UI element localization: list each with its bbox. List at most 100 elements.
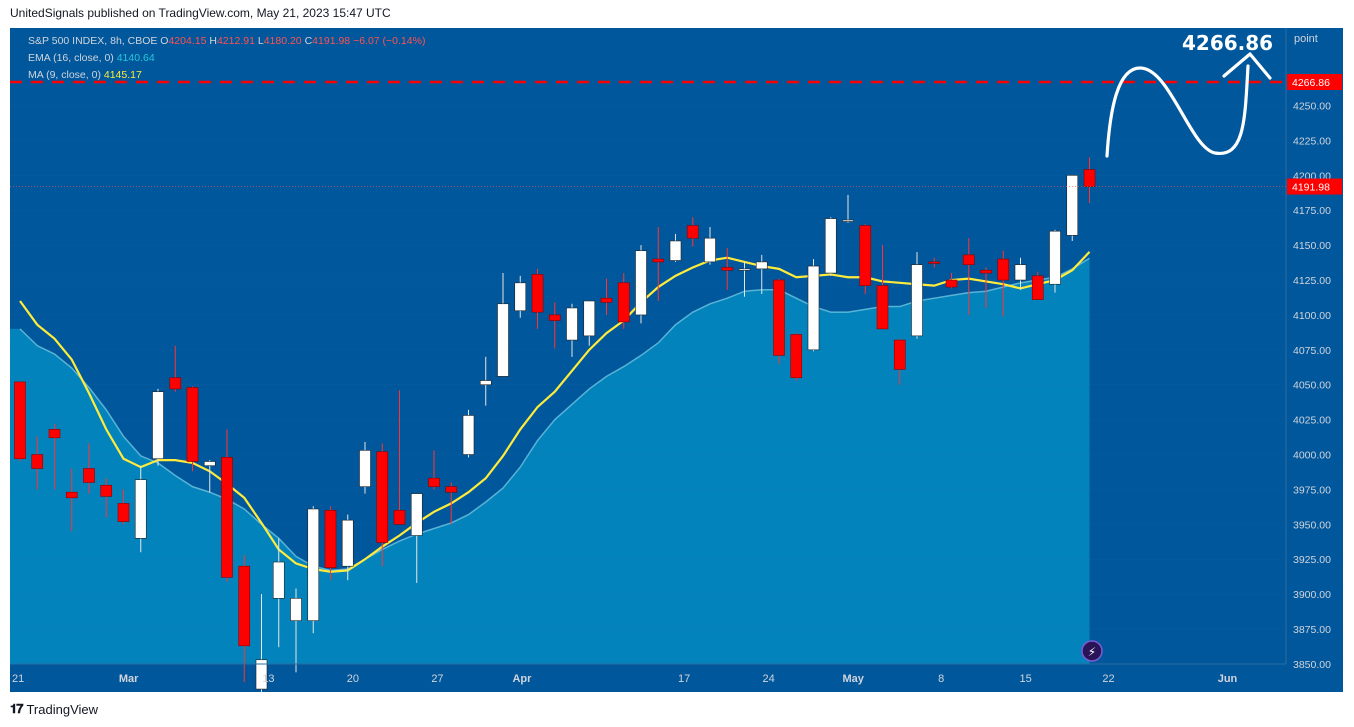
candle[interactable] (272, 538, 285, 648)
time-tick-label: 20 (347, 673, 359, 685)
candle[interactable] (65, 468, 78, 532)
candle[interactable] (531, 268, 544, 329)
candle[interactable] (911, 252, 923, 339)
candle[interactable] (169, 345, 182, 392)
candle[interactable] (790, 333, 803, 381)
time-tick-label: 22 (1102, 673, 1114, 685)
candle[interactable] (652, 226, 665, 301)
candle-body (600, 297, 613, 303)
candle[interactable] (393, 390, 406, 525)
legend-ema[interactable]: EMA (16, close, 0) 4140.64 (28, 52, 155, 64)
candle[interactable] (117, 489, 130, 525)
candle[interactable] (186, 386, 199, 472)
candle-body (410, 493, 423, 536)
legend-ma[interactable]: MA (9, close, 0) 4145.17 (28, 69, 142, 81)
candle[interactable] (859, 224, 872, 294)
chart-frame[interactable]: 4266.86 ⚡ point 3850.00 3875.00 3900.00 3925.… (10, 28, 1343, 692)
candle-body (290, 598, 302, 621)
footer[interactable]: 𝟏𝟕 TradingView (10, 701, 98, 717)
candle[interactable] (1049, 229, 1061, 293)
candle[interactable] (48, 423, 61, 490)
candle[interactable] (548, 302, 561, 349)
time-tick-label: 17 (678, 673, 690, 685)
candle[interactable] (134, 465, 147, 553)
candle[interactable] (824, 217, 837, 276)
legend-ma-label: MA (9, close, 0) (28, 69, 101, 81)
legend-high: 4212.91 (216, 35, 255, 47)
candle[interactable] (997, 250, 1010, 317)
candle[interactable] (462, 409, 475, 458)
candle[interactable] (893, 338, 906, 385)
candle[interactable] (514, 275, 527, 318)
candle[interactable] (31, 436, 44, 490)
candle[interactable] (773, 278, 785, 364)
candle[interactable] (583, 300, 596, 346)
candle-body (497, 303, 509, 377)
projection-curve[interactable] (1105, 64, 1250, 158)
candle[interactable] (479, 356, 492, 406)
last-price-label: 4191.98 (1292, 182, 1330, 194)
lightning-icon[interactable] (1081, 640, 1103, 662)
candle[interactable] (755, 254, 768, 294)
last-price-badge (1287, 178, 1342, 195)
candle[interactable] (669, 233, 682, 262)
candle[interactable] (617, 273, 630, 329)
candle[interactable] (359, 441, 371, 494)
chart-canvas[interactable]: 4266.86 ⚡ point 3850.00 3875.00 3900.00 3925.… (10, 28, 1343, 692)
candle[interactable] (980, 267, 992, 308)
candle[interactable] (152, 388, 164, 466)
candle[interactable] (566, 303, 578, 357)
candle[interactable] (14, 381, 26, 462)
candle[interactable] (962, 238, 975, 315)
candle[interactable] (376, 443, 389, 567)
candle-body (255, 659, 268, 690)
candle-body (1014, 264, 1027, 281)
candle-body (445, 486, 458, 493)
legend-symbol[interactable]: S&P 500 INDEX, 8h, CBOE (28, 35, 158, 47)
candle-body (962, 254, 975, 265)
candle[interactable] (1066, 175, 1079, 241)
candle[interactable] (842, 194, 854, 223)
price-axis-unit: point (1294, 33, 1318, 45)
candle-body (980, 269, 992, 274)
candle[interactable] (1083, 157, 1096, 203)
candle[interactable] (1031, 271, 1044, 300)
candle[interactable] (876, 245, 889, 330)
candle-body (462, 415, 475, 455)
candle[interactable] (100, 478, 113, 518)
candle[interactable] (600, 278, 613, 315)
candle[interactable] (445, 482, 458, 525)
candle[interactable] (945, 273, 958, 289)
tradingview-logo-icon: 𝟏𝟕 (10, 701, 24, 716)
candle[interactable] (221, 429, 233, 582)
candle[interactable] (635, 245, 647, 324)
candle[interactable] (203, 460, 216, 493)
candle[interactable] (307, 506, 320, 634)
candle[interactable] (928, 257, 941, 268)
projection-arrow-icon (1222, 52, 1272, 80)
candle[interactable] (704, 226, 716, 265)
candle[interactable] (324, 506, 337, 581)
candle-body (721, 267, 734, 271)
candle[interactable] (497, 273, 509, 377)
candle[interactable] (738, 261, 751, 297)
candle[interactable] (410, 493, 423, 583)
time-tick-label: 13 (262, 673, 274, 685)
price-tick-label: 3900.00 (1293, 589, 1331, 601)
candle[interactable] (290, 588, 302, 673)
candle[interactable] (721, 247, 734, 290)
candle[interactable] (428, 450, 440, 490)
candle-body (842, 219, 854, 222)
price-tick-label: 3925.00 (1293, 554, 1331, 566)
candle[interactable] (83, 443, 95, 494)
candle[interactable] (255, 594, 268, 692)
time-tick-label: 24 (763, 673, 775, 685)
candle[interactable] (1014, 257, 1027, 290)
price-tick-label: 4250.00 (1293, 101, 1331, 113)
candle[interactable] (807, 259, 820, 352)
candle[interactable] (686, 217, 699, 247)
candle-body (428, 477, 440, 487)
candle[interactable] (238, 555, 251, 683)
candle[interactable] (341, 514, 354, 581)
candle-body (324, 510, 337, 568)
